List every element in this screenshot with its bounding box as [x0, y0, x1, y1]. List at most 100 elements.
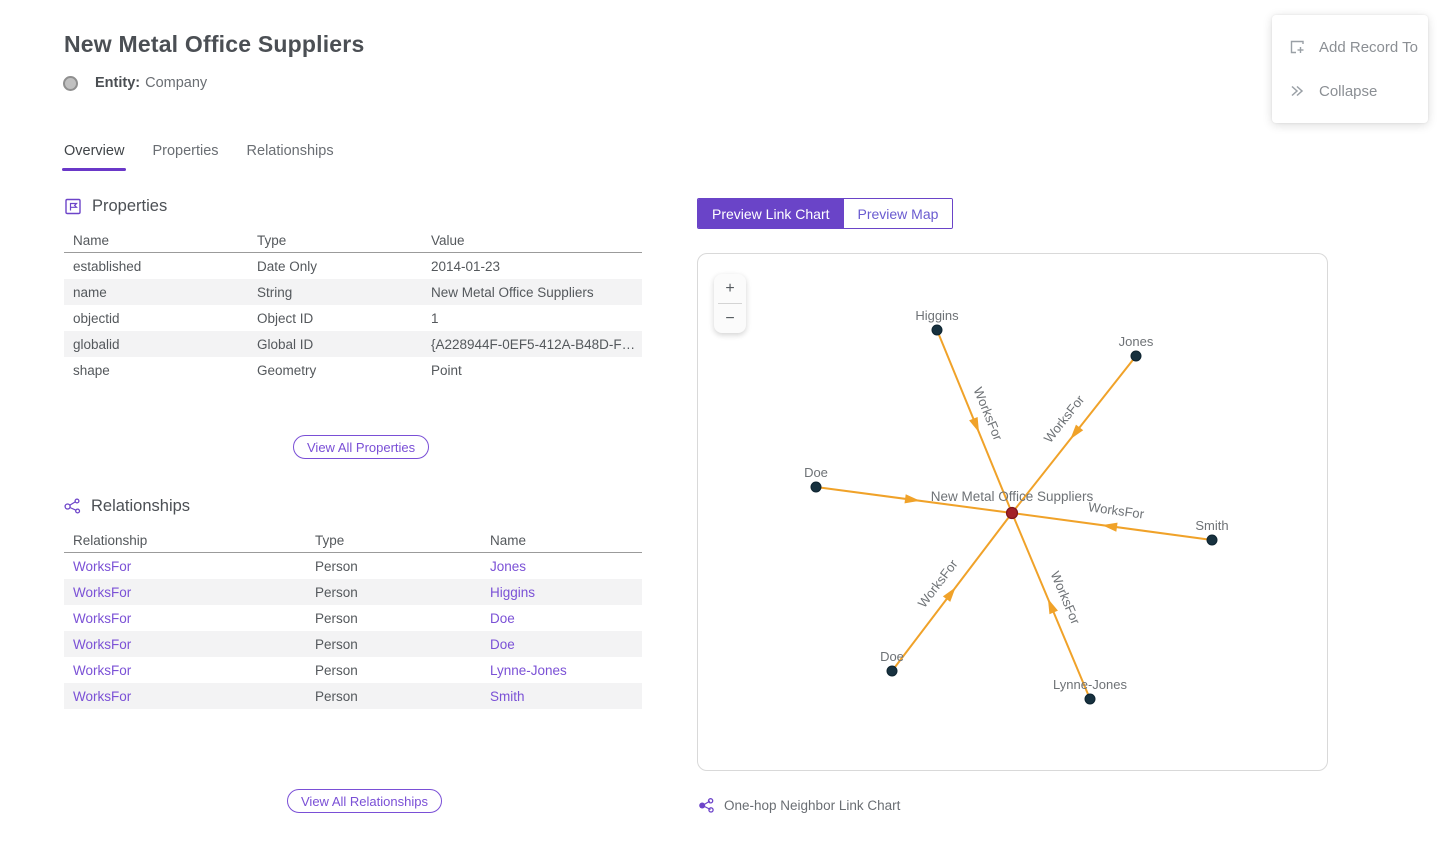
- center-node-label: New Metal Office Suppliers: [931, 489, 1094, 504]
- node-label: Higgins: [915, 308, 959, 323]
- zoom-divider: [718, 303, 742, 304]
- cell-text: Person: [315, 688, 358, 704]
- relationships-section-header: Relationships: [63, 497, 190, 516]
- relationships-section-title: Relationships: [91, 497, 191, 515]
- zoom-control: + −: [714, 274, 746, 333]
- node-lynne-jones[interactable]: [1084, 693, 1096, 705]
- table-body: WorksFor Person Jones WorksFor Person Higgins…: [64, 553, 642, 709]
- cell-text: Person: [315, 610, 358, 626]
- cell-text: Object ID: [257, 310, 314, 326]
- cell-text: 2014-01-23: [431, 258, 501, 274]
- column-header: Value: [431, 232, 465, 248]
- node-center[interactable]: [1005, 506, 1019, 520]
- tab-properties[interactable]: Properties: [152, 143, 219, 159]
- node-doe[interactable]: [810, 481, 822, 493]
- cell-text: Date Only: [257, 258, 318, 274]
- cell-text: New Metal Office Suppliers: [431, 284, 594, 300]
- context-menu: Add Record To Collapse: [1272, 15, 1428, 123]
- property-row: objectid Object ID 1: [64, 305, 642, 331]
- cell-text: shape: [73, 362, 110, 378]
- cell-link[interactable]: WorksFor: [73, 558, 132, 574]
- preview-tab-preview-map[interactable]: Preview Map: [843, 199, 953, 228]
- property-row: globalid Global ID {A228944F-0EF5-412A-B48…: [64, 331, 642, 357]
- cell-text: name: [73, 284, 107, 300]
- column-header: Relationship: [73, 532, 148, 548]
- link-chart-canvas: WorksFor WorksFor WorksFor WorksFor WorksFor…: [804, 308, 1229, 705]
- edge-label: WorksFor: [1087, 499, 1145, 521]
- cell-link[interactable]: WorksFor: [73, 688, 132, 704]
- edge-label: WorksFor: [971, 385, 1006, 443]
- cell-link[interactable]: Lynne-Jones: [490, 662, 567, 678]
- cell-link[interactable]: Jones: [490, 558, 527, 574]
- chart-caption-label: One-hop Neighbor Link Chart: [724, 798, 901, 813]
- node-doe[interactable]: [886, 665, 898, 677]
- node-higgins[interactable]: [931, 324, 943, 336]
- edge-arrowhead: [904, 494, 920, 504]
- properties-section-header: Properties: [64, 197, 167, 216]
- cell-text: globalid: [73, 336, 120, 352]
- entity-label: Entity:: [95, 75, 141, 91]
- cell-text: Global ID: [257, 336, 314, 352]
- node-label: Smith: [1195, 518, 1228, 533]
- entity-value: Company: [145, 75, 208, 91]
- cell-text: String: [257, 284, 293, 300]
- cell-text: Geometry: [257, 362, 317, 378]
- relationship-row: WorksFor Person Doe: [64, 631, 642, 657]
- column-header: Name: [73, 232, 110, 248]
- cell-link[interactable]: Doe: [490, 610, 515, 626]
- link-chart-panel: WorksFor WorksFor WorksFor WorksFor WorksFor…: [697, 253, 1328, 771]
- menu-item-collapse[interactable]: Collapse: [1272, 69, 1428, 113]
- edge-arrowhead: [1070, 424, 1084, 440]
- relationship-row: WorksFor Person Smith: [64, 683, 642, 709]
- node-label: Jones: [1119, 334, 1154, 349]
- cell-text: Point: [431, 362, 462, 378]
- relationships-table: Relationship Type Name WorksFor Person Jones W…: [64, 528, 642, 709]
- properties-section-title: Properties: [92, 197, 168, 215]
- property-row: shape Geometry Point: [64, 357, 642, 383]
- menu-item-add-record-to[interactable]: Add Record To: [1272, 25, 1428, 69]
- cell-text: Person: [315, 584, 358, 600]
- relationship-row: WorksFor Person Jones: [64, 553, 642, 579]
- property-row: name String New Metal Office Suppliers: [64, 279, 642, 305]
- edge-arrowhead: [1047, 598, 1058, 615]
- node-jones[interactable]: [1130, 350, 1142, 362]
- zoom-in-button[interactable]: +: [714, 274, 746, 303]
- entity-type-row: Entity: Company: [63, 74, 207, 92]
- add-record-icon: [1288, 38, 1306, 56]
- cell-link[interactable]: Higgins: [490, 584, 536, 600]
- cell-link[interactable]: WorksFor: [73, 610, 132, 626]
- tab-overview[interactable]: Overview: [61, 143, 127, 171]
- edge-label: WorksFor: [915, 556, 961, 610]
- column-header: Name: [490, 532, 527, 548]
- relationship-row: WorksFor Person Doe: [64, 605, 642, 631]
- cell-link[interactable]: Doe: [490, 636, 515, 652]
- cell-link[interactable]: WorksFor: [73, 662, 132, 678]
- node-smith[interactable]: [1206, 534, 1218, 546]
- edge-arrowhead: [1102, 522, 1118, 532]
- properties-table: Name Type Value established Date Only 2014-01…: [64, 228, 642, 383]
- table-header-row: Relationship Type Name: [64, 528, 642, 553]
- tab-relationships[interactable]: Relationships: [246, 143, 334, 159]
- edge-label: WorksFor: [1048, 569, 1084, 627]
- edge-label: WorksFor: [1041, 392, 1088, 446]
- zoom-out-button[interactable]: −: [714, 304, 746, 333]
- cell-text: Person: [315, 636, 358, 652]
- cell-link[interactable]: Smith: [490, 688, 525, 704]
- cell-text: objectid: [73, 310, 120, 326]
- cell-link[interactable]: WorksFor: [73, 636, 132, 652]
- column-header: Type: [257, 232, 287, 248]
- properties-icon: [65, 198, 81, 215]
- entity-type-icon: [63, 75, 78, 91]
- one-hop-link-chart-icon: [699, 798, 714, 813]
- node-label: Doe: [804, 465, 828, 480]
- page-title: New Metal Office Suppliers: [64, 31, 365, 57]
- cell-text: Person: [315, 558, 358, 574]
- preview-tab-preview-link-chart[interactable]: Preview Link Chart: [698, 199, 844, 228]
- detail-tabs: Overview Properties Relationships: [61, 143, 334, 171]
- column-header: Type: [315, 532, 345, 548]
- view-all-properties-button[interactable]: View All Properties: [293, 435, 430, 459]
- relationship-row: WorksFor Person Higgins: [64, 579, 642, 605]
- view-all-relationships-button[interactable]: View All Relationships: [287, 789, 442, 813]
- menu-item-label: Collapse: [1319, 82, 1378, 100]
- cell-link[interactable]: WorksFor: [73, 584, 132, 600]
